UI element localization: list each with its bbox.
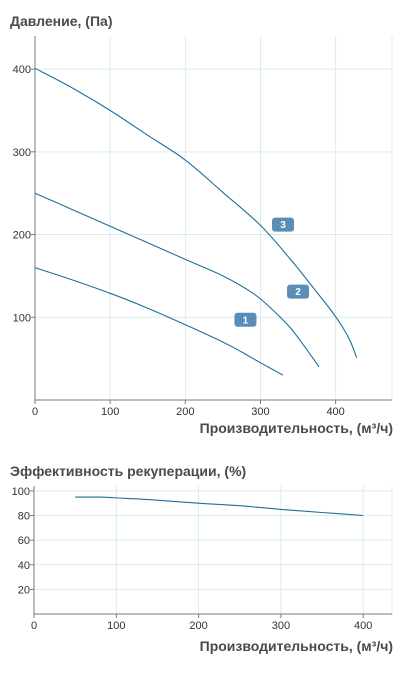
curve-badge-label: 3 <box>280 220 286 231</box>
x-tick-label: 200 <box>189 620 207 632</box>
series-line-3 <box>34 67 358 358</box>
curve-badge-1: 1 <box>234 312 257 327</box>
x-tick-label: 0 <box>31 620 37 632</box>
efficiency-chart-grid <box>34 486 393 614</box>
x-tick-label: 200 <box>176 406 194 418</box>
y-tick-label: 100 <box>12 486 30 498</box>
curve-badge-label: 1 <box>243 315 249 326</box>
curve-badge-bg <box>272 217 295 232</box>
x-tick-label: 0 <box>32 406 38 418</box>
pressure-chart-ticks: 0 100 200 300 400 100 200 300 400 <box>13 64 345 418</box>
curve-badge-2: 2 <box>287 284 310 299</box>
pressure-chart-badges: 1 2 3 <box>234 217 310 327</box>
y-tick-label: 20 <box>18 584 30 596</box>
y-tick-label: 400 <box>13 64 31 76</box>
pressure-chart-axes <box>31 36 392 404</box>
x-tick-label: 100 <box>107 620 125 632</box>
series-line-1 <box>34 267 284 376</box>
x-tick-label: 100 <box>101 406 119 418</box>
y-tick-label: 80 <box>18 511 30 523</box>
curve-badge-label: 2 <box>295 287 301 298</box>
efficiency-chart-x-axis-title: Производительность, (м³/ч) <box>200 638 393 654</box>
y-tick-label: 100 <box>13 312 31 324</box>
pressure-chart: Давление, (Па) 0 100 200 300 400 100 200 300 400… <box>10 13 393 436</box>
efficiency-chart-ticks: 0 100 200 300 400 20 40 60 80 100 <box>12 486 373 632</box>
y-tick-label: 200 <box>13 230 31 242</box>
pressure-chart-series <box>34 67 358 376</box>
curve-badge-3: 3 <box>272 217 295 232</box>
efficiency-chart-title: Эффективность рекуперации, (%) <box>10 463 246 479</box>
series-line-2 <box>34 192 320 368</box>
curve-badge-bg <box>287 284 310 299</box>
efficiency-chart-series <box>75 496 364 517</box>
efficiency-chart: Эффективность рекуперации, (%) 0 100 200 30… <box>10 463 393 654</box>
efficiency-chart-axes <box>30 486 392 618</box>
y-tick-label: 300 <box>13 147 31 159</box>
curve-badge-bg <box>234 312 257 327</box>
pressure-chart-x-axis-title: Производительность, (м³/ч) <box>200 420 393 436</box>
x-tick-label: 400 <box>326 406 344 418</box>
y-tick-label: 60 <box>18 535 30 547</box>
y-tick-label: 40 <box>18 560 30 572</box>
pressure-chart-title: Давление, (Па) <box>10 13 112 29</box>
x-tick-label: 300 <box>251 406 269 418</box>
series-line <box>75 496 364 517</box>
pressure-chart-grid <box>35 36 393 400</box>
x-tick-label: 400 <box>354 620 372 632</box>
x-tick-label: 300 <box>272 620 290 632</box>
